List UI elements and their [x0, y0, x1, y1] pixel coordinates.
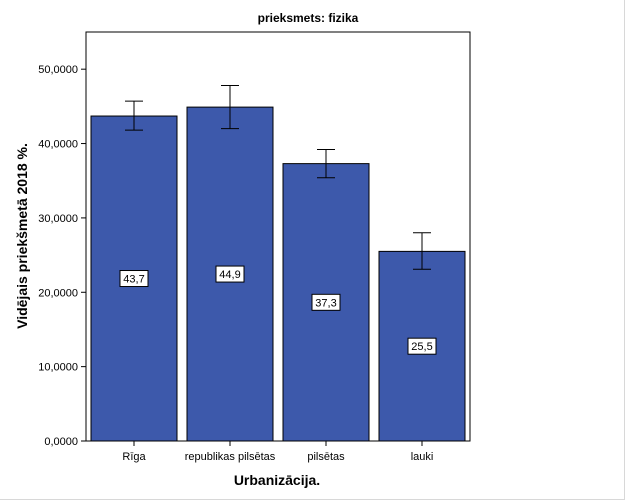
- x-axis: Rīga republikas pilsētas pilsētas lauki: [122, 441, 433, 463]
- y-tick-label: 50,0000: [38, 64, 78, 76]
- chart-title: prieksmets: fizika: [258, 11, 359, 25]
- data-label: 25,5: [411, 341, 432, 353]
- y-tick-label: 40,0000: [38, 139, 78, 151]
- x-tick-label: republikas pilsētas: [185, 451, 276, 463]
- data-label: 44,9: [219, 269, 240, 281]
- data-label-box: [119, 270, 149, 288]
- data-label: 37,3: [315, 297, 336, 309]
- x-tick-label: lauki: [411, 451, 434, 463]
- x-axis-title: Urbanizācija.: [234, 472, 320, 488]
- y-axis: 0,0000 10,0000 20,0000 30,0000 40,0000 50,000…: [38, 64, 86, 448]
- data-label-box: [311, 293, 341, 311]
- data-label-box: [407, 337, 437, 355]
- x-tick-label: Rīga: [122, 451, 146, 463]
- y-axis-title: Vidējais priekšmetā 2018 %.: [14, 143, 30, 329]
- x-tick-label: pilsētas: [307, 451, 345, 463]
- y-tick-label: 10,0000: [38, 362, 78, 374]
- bars-group: 43,7 44,9 37,3 25,5: [90, 85, 466, 442]
- y-tick-label: 20,0000: [38, 287, 78, 299]
- data-label-box: [215, 265, 245, 283]
- data-label: 43,7: [123, 274, 144, 286]
- y-tick-label: 30,0000: [38, 213, 78, 225]
- y-tick-label: 0,0000: [44, 436, 78, 448]
